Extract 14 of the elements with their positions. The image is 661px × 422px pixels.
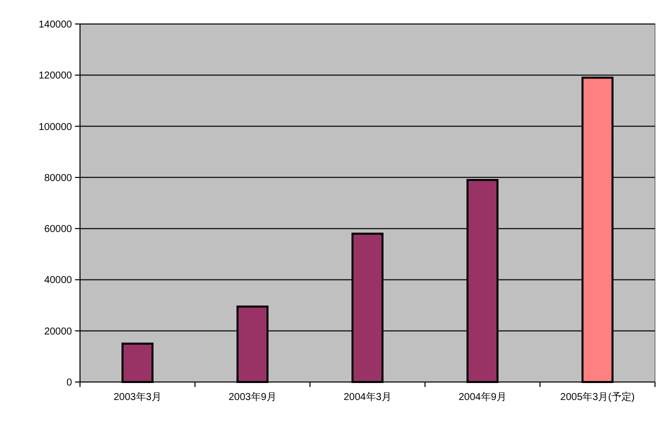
- bar: [122, 342, 154, 383]
- x-tick-label: 2005年3月(予定): [560, 391, 635, 403]
- y-tick-label: 20000: [44, 326, 72, 338]
- x-tick-label: 2003年9月: [228, 391, 276, 403]
- y-tick-label: 120000: [38, 70, 72, 82]
- y-tick-label: 60000: [44, 224, 72, 236]
- y-tick-label: 40000: [44, 275, 72, 286]
- y-tick-label: 140000: [38, 20, 72, 30]
- y-tick-label: 0: [66, 378, 72, 388]
- y-tick-label: 80000: [44, 172, 72, 184]
- x-tick-label: 2004年9月: [458, 391, 506, 403]
- y-tick-label: 100000: [38, 122, 72, 133]
- x-tick-label: 2004年3月: [344, 391, 392, 403]
- x-tick-label: 2003年3月: [114, 391, 162, 403]
